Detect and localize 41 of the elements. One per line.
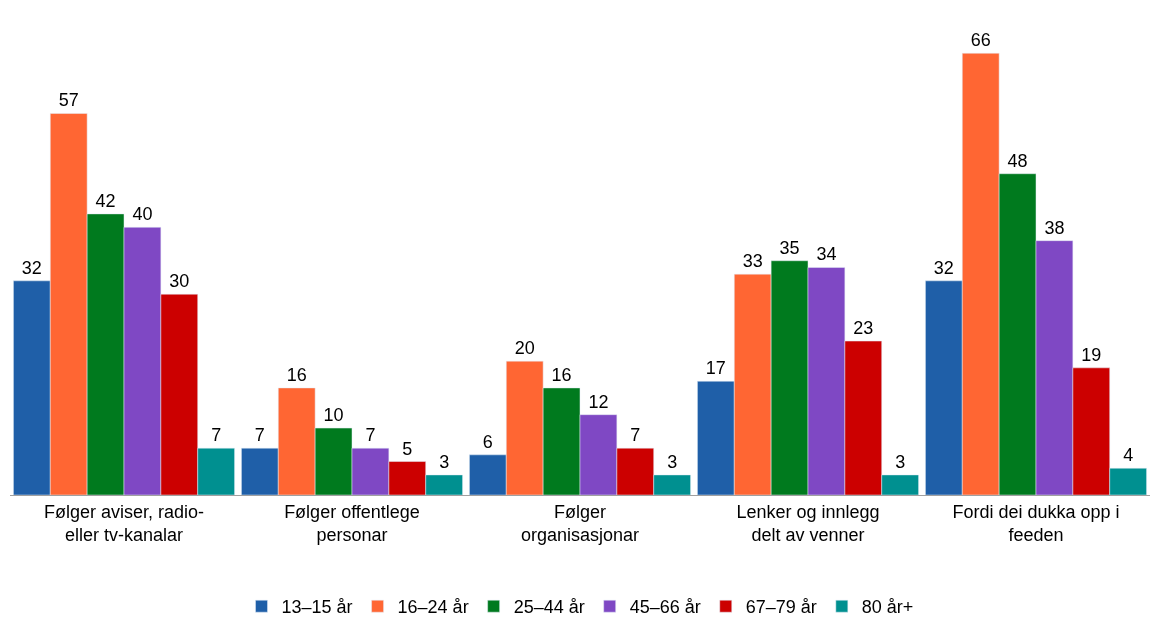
data-label: 7 — [365, 425, 376, 446]
data-label: 40 — [132, 204, 153, 225]
data-label: 32 — [933, 257, 954, 278]
data-label: 35 — [779, 237, 800, 258]
data-label: 4 — [1123, 445, 1134, 466]
legend-label: 16–24 år — [397, 597, 469, 618]
data-label: 57 — [58, 90, 79, 111]
x-tick-label: Følger offentlege personar — [284, 501, 420, 545]
data-label: 3 — [439, 451, 450, 472]
legend-label: 80 år+ — [861, 597, 914, 618]
x-tick-label: Følger organisasjonar — [520, 501, 640, 545]
data-label: 66 — [970, 30, 991, 51]
data-label: 6 — [482, 431, 493, 452]
legend-label: 45–66 år — [629, 597, 701, 618]
data-label: 23 — [853, 318, 874, 339]
data-label: 30 — [169, 271, 190, 292]
x-tick-label: Følger aviser, radio- eller tv-kanalar — [43, 501, 205, 545]
data-label: 19 — [1081, 344, 1102, 365]
data-label: 3 — [895, 451, 906, 472]
data-label: 16 — [551, 364, 572, 385]
legend-label: 25–44 år — [513, 597, 585, 618]
data-label: 20 — [514, 338, 535, 359]
data-label: 7 — [630, 425, 641, 446]
data-label: 38 — [1044, 217, 1065, 238]
data-label: 7 — [254, 425, 265, 446]
x-tick-label: Lenker og innlegg delt av venner — [736, 501, 880, 545]
x-tick-label: Fordi dei dukka opp i feeden — [952, 501, 1120, 545]
data-label: 10 — [323, 405, 344, 426]
legend-label: 67–79 år — [745, 597, 817, 618]
data-label: 17 — [705, 358, 726, 379]
data-label: 32 — [21, 257, 42, 278]
data-label: 3 — [667, 451, 678, 472]
data-label: 48 — [1007, 150, 1028, 171]
data-label: 33 — [742, 251, 763, 272]
data-label: 16 — [286, 364, 307, 385]
legend-label: 13–15 år — [281, 597, 353, 618]
data-label: 34 — [816, 244, 837, 265]
data-label: 5 — [402, 438, 413, 459]
data-label: 7 — [211, 425, 222, 446]
data-label: 42 — [95, 190, 116, 211]
data-label: 12 — [588, 391, 609, 412]
